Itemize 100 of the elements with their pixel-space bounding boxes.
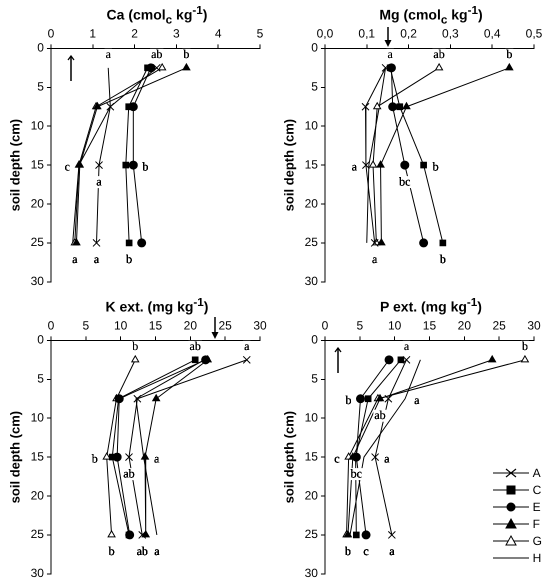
x-tick-label: 10 [388, 318, 402, 333]
y-tick-label: 20 [30, 488, 44, 502]
y-tick-label: 30 [30, 274, 44, 288]
legend-label: E [532, 500, 541, 514]
annotation: bc [399, 174, 410, 188]
y-axis-title: soil depth (cm) [7, 118, 22, 212]
y-tick-label: 10 [304, 410, 318, 425]
annotation: a [388, 47, 394, 62]
y-tick-label: 30 [304, 274, 318, 288]
annotation: b [183, 47, 190, 62]
x-tick-label: 0,0 [316, 26, 334, 41]
x-tick-label: 0 [48, 318, 55, 333]
x-tick-label: 0,3 [442, 26, 460, 41]
chart-title: K ext. (mg kg$^{-1}$) [104, 295, 210, 315]
annotation: ab [374, 408, 386, 422]
annotation: a [94, 252, 100, 266]
annotation: a [244, 339, 250, 354]
annotation: a [72, 252, 78, 266]
x-tick-label: 0,4 [484, 26, 501, 41]
x-tick-label: 0 [322, 318, 329, 333]
annotation: b [345, 392, 352, 407]
annotation: b [92, 451, 98, 466]
y-tick-label: 0 [311, 40, 318, 55]
annotation: ab [433, 47, 445, 62]
y-tick-label: 15 [30, 449, 44, 464]
x-tick-label: 0 [48, 26, 55, 41]
x-tick-label: 1 [89, 26, 96, 41]
annotation: b [440, 252, 446, 266]
y-tick-label: 10 [30, 118, 44, 133]
y-tick-label: 5 [37, 372, 44, 386]
y-axis-title: soil depth (cm) [7, 410, 22, 504]
y-tick-label: 15 [304, 449, 318, 464]
y-tick-label: 5 [37, 80, 44, 94]
x-tick-label: 15 [148, 318, 162, 333]
annotation: b [132, 339, 138, 354]
y-tick-label: 10 [30, 410, 44, 425]
annotation: ab [136, 544, 148, 558]
y-tick-label: 25 [304, 235, 318, 250]
annotation: c [334, 451, 340, 466]
x-tick-label: 15 [422, 318, 436, 333]
x-tick-label: 5 [256, 26, 264, 41]
annotation: a [96, 174, 102, 188]
legend-label: A [532, 466, 541, 480]
y-tick-label: 25 [30, 235, 44, 250]
legend-label: G [532, 534, 542, 548]
x-tick-label: 0,1 [358, 26, 376, 41]
y-tick-label: 15 [30, 157, 44, 172]
y-tick-label: 5 [311, 372, 318, 386]
annotation: c [64, 159, 70, 174]
annotation: b [506, 47, 512, 62]
y-tick-label: 30 [304, 566, 318, 580]
annotation: b [142, 159, 148, 174]
annotation: b [344, 544, 351, 558]
y-axis-title: soil depth (cm) [281, 118, 296, 212]
annotation: b [522, 339, 528, 354]
x-tick-label: 5 [82, 318, 90, 333]
y-tick-label: 10 [304, 118, 318, 133]
annotation: a [384, 451, 390, 466]
chart-title: Mg (cmol$_{c}$ kg$^{-1}$) [378, 3, 484, 26]
y-tick-label: 25 [30, 527, 44, 542]
annotation: a [389, 544, 396, 558]
y-tick-label: 5 [311, 80, 318, 94]
annotation: ab [151, 47, 162, 62]
x-tick-label: 10 [114, 318, 128, 333]
x-tick-label: 20 [184, 318, 198, 333]
y-tick-label: 0 [311, 332, 318, 347]
y-tick-label: 20 [304, 196, 318, 210]
x-tick-label: 0,2 [400, 26, 418, 41]
annotation: ab [123, 466, 135, 480]
x-tick-label: 2 [131, 26, 138, 41]
annotation: a [106, 47, 112, 62]
x-tick-label: 20 [458, 318, 472, 333]
chart-title: Ca (cmol$_{c}$ kg$^{-1}$) [106, 3, 208, 26]
annotation: b [108, 544, 115, 558]
y-tick-label: 25 [304, 527, 318, 542]
annotation: a [154, 544, 160, 558]
x-tick-label: 25 [492, 318, 506, 333]
annotation: a [404, 339, 410, 354]
annotation: bc [350, 466, 362, 480]
annotation: ab [190, 339, 201, 354]
x-tick-label: 25 [218, 318, 232, 333]
y-tick-label: 20 [30, 196, 44, 210]
y-tick-label: 30 [30, 566, 44, 580]
x-tick-label: 4 [214, 26, 222, 41]
annotation: b [432, 159, 439, 174]
y-tick-label: 0 [37, 332, 44, 347]
chart-title: P ext. (mg kg$^{-1}$) [379, 295, 483, 315]
legend-label: H [532, 550, 542, 564]
annotation: a [414, 392, 420, 407]
x-tick-label: 5 [356, 318, 364, 333]
annotation: a [154, 451, 160, 466]
y-axis-title: soil depth (cm) [281, 410, 296, 504]
y-tick-label: 15 [304, 157, 318, 172]
x-tick-label: 0,5 [526, 26, 543, 41]
x-tick-label: 30 [253, 318, 267, 333]
y-tick-label: 20 [304, 488, 318, 502]
legend-label: F [532, 516, 540, 530]
annotation: a [352, 159, 358, 174]
annotation: c [363, 544, 369, 558]
y-tick-label: 0 [37, 40, 44, 55]
